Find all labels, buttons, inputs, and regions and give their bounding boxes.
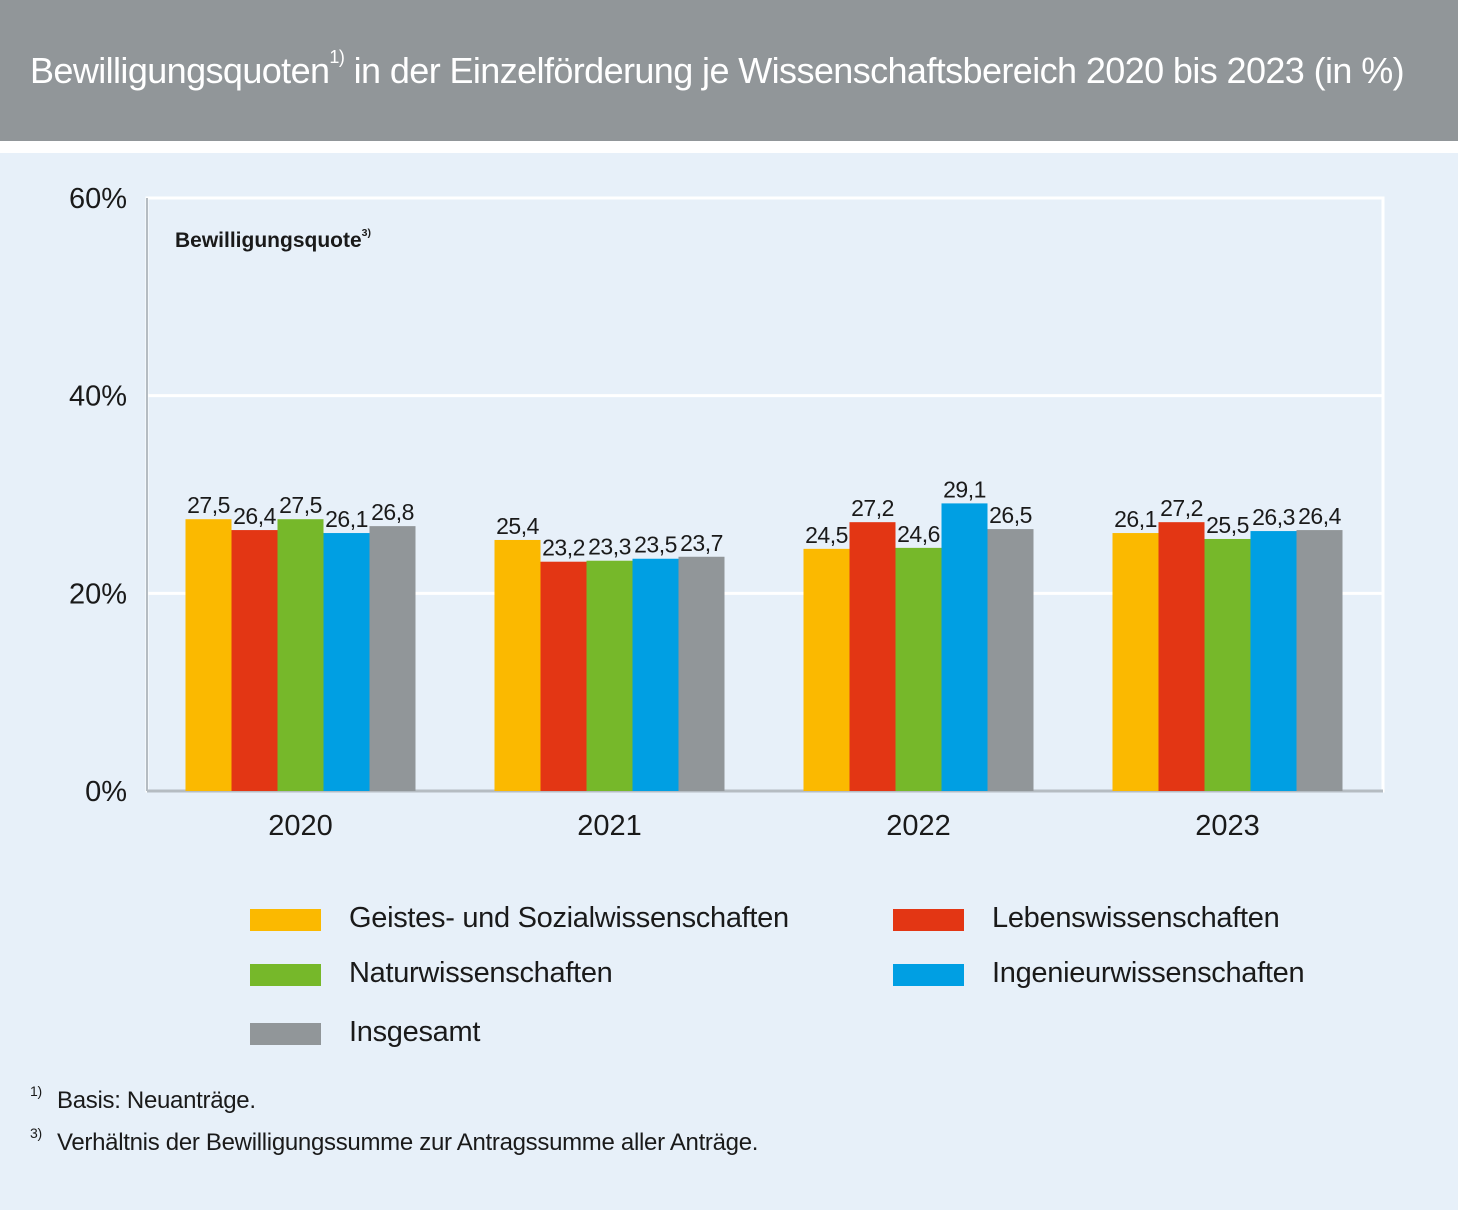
bar [803,548,850,791]
bar [1112,533,1159,791]
data-label: 27,2 [851,495,894,521]
bar [895,547,942,791]
data-label: 26,1 [1114,506,1157,532]
bar [323,533,370,791]
data-label: 26,4 [1298,503,1341,529]
bar [1296,530,1343,791]
bar [185,519,232,791]
x-tick-label: 2020 [268,810,333,842]
data-label: 23,5 [634,532,677,558]
bar [941,503,988,791]
data-label: 23,2 [542,535,585,561]
bar [849,522,896,791]
bar [494,539,541,791]
y-tick-label: 20% [69,578,127,610]
data-label: 26,1 [325,506,368,532]
bar [277,519,324,791]
bar [1204,538,1251,791]
y-tick-label: 40% [69,381,127,413]
x-tick-label: 2021 [577,810,642,842]
x-tick-label: 2023 [1195,810,1260,842]
data-label: 23,3 [588,534,631,560]
bar [540,561,587,791]
data-label: 24,5 [805,522,848,548]
plot-label: Bewilligungsquote3) [175,227,372,252]
bar [1158,522,1205,791]
data-label: 26,8 [371,499,414,525]
data-label: 27,2 [1160,495,1203,521]
bar [586,560,633,791]
title-bar: Bewilligungsquoten1) in der Einzelförder… [0,0,1458,141]
data-label: 23,7 [680,530,723,556]
data-label: 24,6 [897,521,940,547]
x-tick-label: 2022 [886,810,951,842]
chart-title: Bewilligungsquoten1) in der Einzelförder… [30,47,1405,91]
bar [1250,531,1297,791]
data-label: 26,4 [233,503,276,529]
data-label: 25,4 [496,513,539,539]
bar [678,556,725,791]
divider [0,141,1458,153]
data-label: 26,5 [989,502,1032,528]
bar [632,558,679,791]
footnote-1: 1) Basis: Neuanträge. [30,1083,256,1114]
data-label: 27,5 [279,492,322,518]
data-label: 26,3 [1252,504,1295,530]
data-label: 29,1 [943,476,986,502]
y-tick-label: 60% [69,183,127,215]
footnote-3: 3) Verhältnis der Bewilligungssumme zur A… [30,1125,759,1156]
data-label: 25,5 [1206,512,1249,538]
data-label: 27,5 [187,492,230,518]
bar [231,530,278,791]
y-tick-label: 0% [85,776,127,808]
bar [369,526,416,791]
bar [987,529,1034,791]
